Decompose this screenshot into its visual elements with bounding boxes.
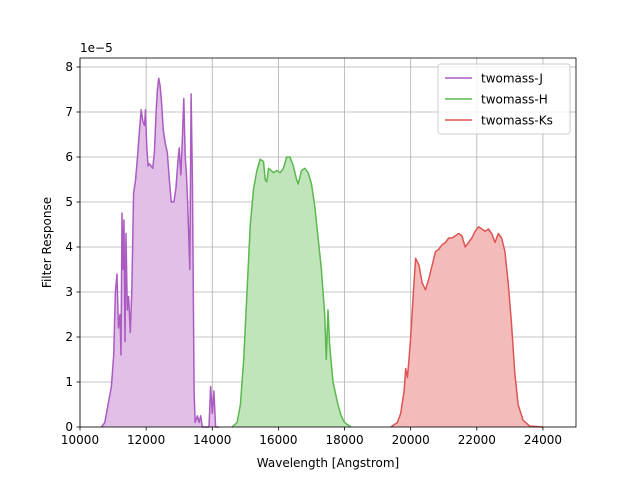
y-offset-text: 1e−5 <box>80 41 113 55</box>
legend: twomass-J twomass-H twomass-Ks <box>437 63 571 135</box>
x-tick-label: 10000 <box>61 433 99 447</box>
y-tick-label: 1 <box>65 375 73 389</box>
legend-label: twomass-Ks <box>481 114 553 128</box>
series-line-2 <box>390 226 543 428</box>
y-tick-label: 4 <box>65 240 73 254</box>
y-axis-label: Filter Response <box>40 197 54 288</box>
y-tick-label: 7 <box>65 105 73 119</box>
series-fill-1 <box>232 157 352 427</box>
y-tick-label: 0 <box>65 420 73 434</box>
x-axis-label: Wavelength [Angstrom] <box>257 456 399 470</box>
x-tick-label: 24000 <box>524 433 562 447</box>
y-ticks: 0 1 2 3 4 5 6 7 8 <box>65 60 80 434</box>
x-ticks: 10000 12000 14000 16000 18000 20000 22000 24000 <box>61 427 562 447</box>
series-fills <box>101 78 543 428</box>
y-tick-label: 6 <box>65 150 73 164</box>
legend-label: twomass-J <box>481 72 543 86</box>
x-tick-label: 22000 <box>458 433 496 447</box>
x-tick-label: 16000 <box>259 433 297 447</box>
x-tick-label: 20000 <box>392 433 430 447</box>
legend-label: twomass-H <box>481 93 548 107</box>
series-line-0 <box>100 77 219 428</box>
y-tick-label: 3 <box>65 285 73 299</box>
x-tick-label: 12000 <box>127 433 165 447</box>
x-tick-label: 14000 <box>193 433 231 447</box>
series-fill-2 <box>390 226 543 427</box>
legend-box <box>437 63 571 135</box>
series-line-1 <box>231 156 352 428</box>
y-tick-label: 2 <box>65 330 73 344</box>
series-lines <box>100 77 543 428</box>
series-fill-0 <box>101 78 219 428</box>
y-tick-label: 5 <box>65 195 73 209</box>
x-tick-label: 18000 <box>325 433 363 447</box>
y-tick-label: 8 <box>65 60 73 74</box>
plot-frame <box>79 57 577 428</box>
